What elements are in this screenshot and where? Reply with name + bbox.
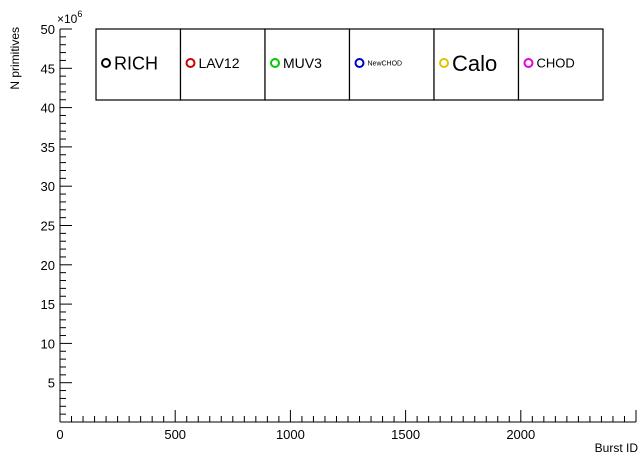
y-tick-label: 10: [41, 336, 55, 351]
legend-label: RICH: [114, 53, 158, 73]
y-axis-title: N primitives: [8, 27, 22, 90]
legend-label: Calo: [452, 51, 497, 76]
y-ticks: 5 10 15 20 25 30 35 40 45 50: [41, 22, 72, 423]
y-tick-label: 5: [48, 376, 55, 391]
legend-label: CHOD: [537, 56, 575, 71]
x-tick-label: 2000: [506, 427, 535, 442]
y-tick-label: 15: [41, 297, 55, 312]
legend-label: NewCHOD: [368, 61, 403, 68]
legend-entry: RICH: [95, 28, 182, 101]
legend-entry: NewCHOD: [348, 28, 435, 101]
legend-marker: [354, 58, 365, 68]
legend-marker: [101, 58, 111, 68]
y-tick-label: 50: [41, 22, 55, 37]
x-tick-label: 500: [164, 427, 186, 442]
y-tick-label: 35: [41, 140, 55, 155]
legend-marker: [270, 58, 280, 68]
legend: RICH LAV12 MUV3 NewCHOD Calo CHOD: [95, 28, 604, 101]
legend-entry: LAV12: [179, 28, 266, 101]
x-tick-label: 0: [56, 427, 63, 442]
x-axis-title: Burst ID: [595, 441, 639, 455]
x-tick-label: 1000: [276, 427, 305, 442]
legend-marker: [439, 58, 449, 68]
y-tick-label: 45: [41, 61, 55, 76]
y-tick-label: 30: [41, 179, 55, 194]
legend-entry: Calo: [433, 28, 520, 101]
x-tick-label: 1500: [391, 427, 420, 442]
legend-entry: CHOD: [517, 28, 604, 101]
legend-label: MUV3: [283, 55, 322, 71]
x-ticks: 0 500 1000 1500 2000: [56, 410, 637, 442]
legend-marker: [523, 58, 534, 68]
legend-marker: [185, 58, 196, 68]
y-tick-label: 20: [41, 258, 55, 273]
y-tick-label: 25: [41, 219, 55, 234]
y-axis-exponent: ×106: [57, 9, 82, 26]
y-tick-label: 40: [41, 101, 55, 116]
legend-entry: MUV3: [264, 28, 351, 101]
legend-label: LAV12: [199, 55, 240, 71]
